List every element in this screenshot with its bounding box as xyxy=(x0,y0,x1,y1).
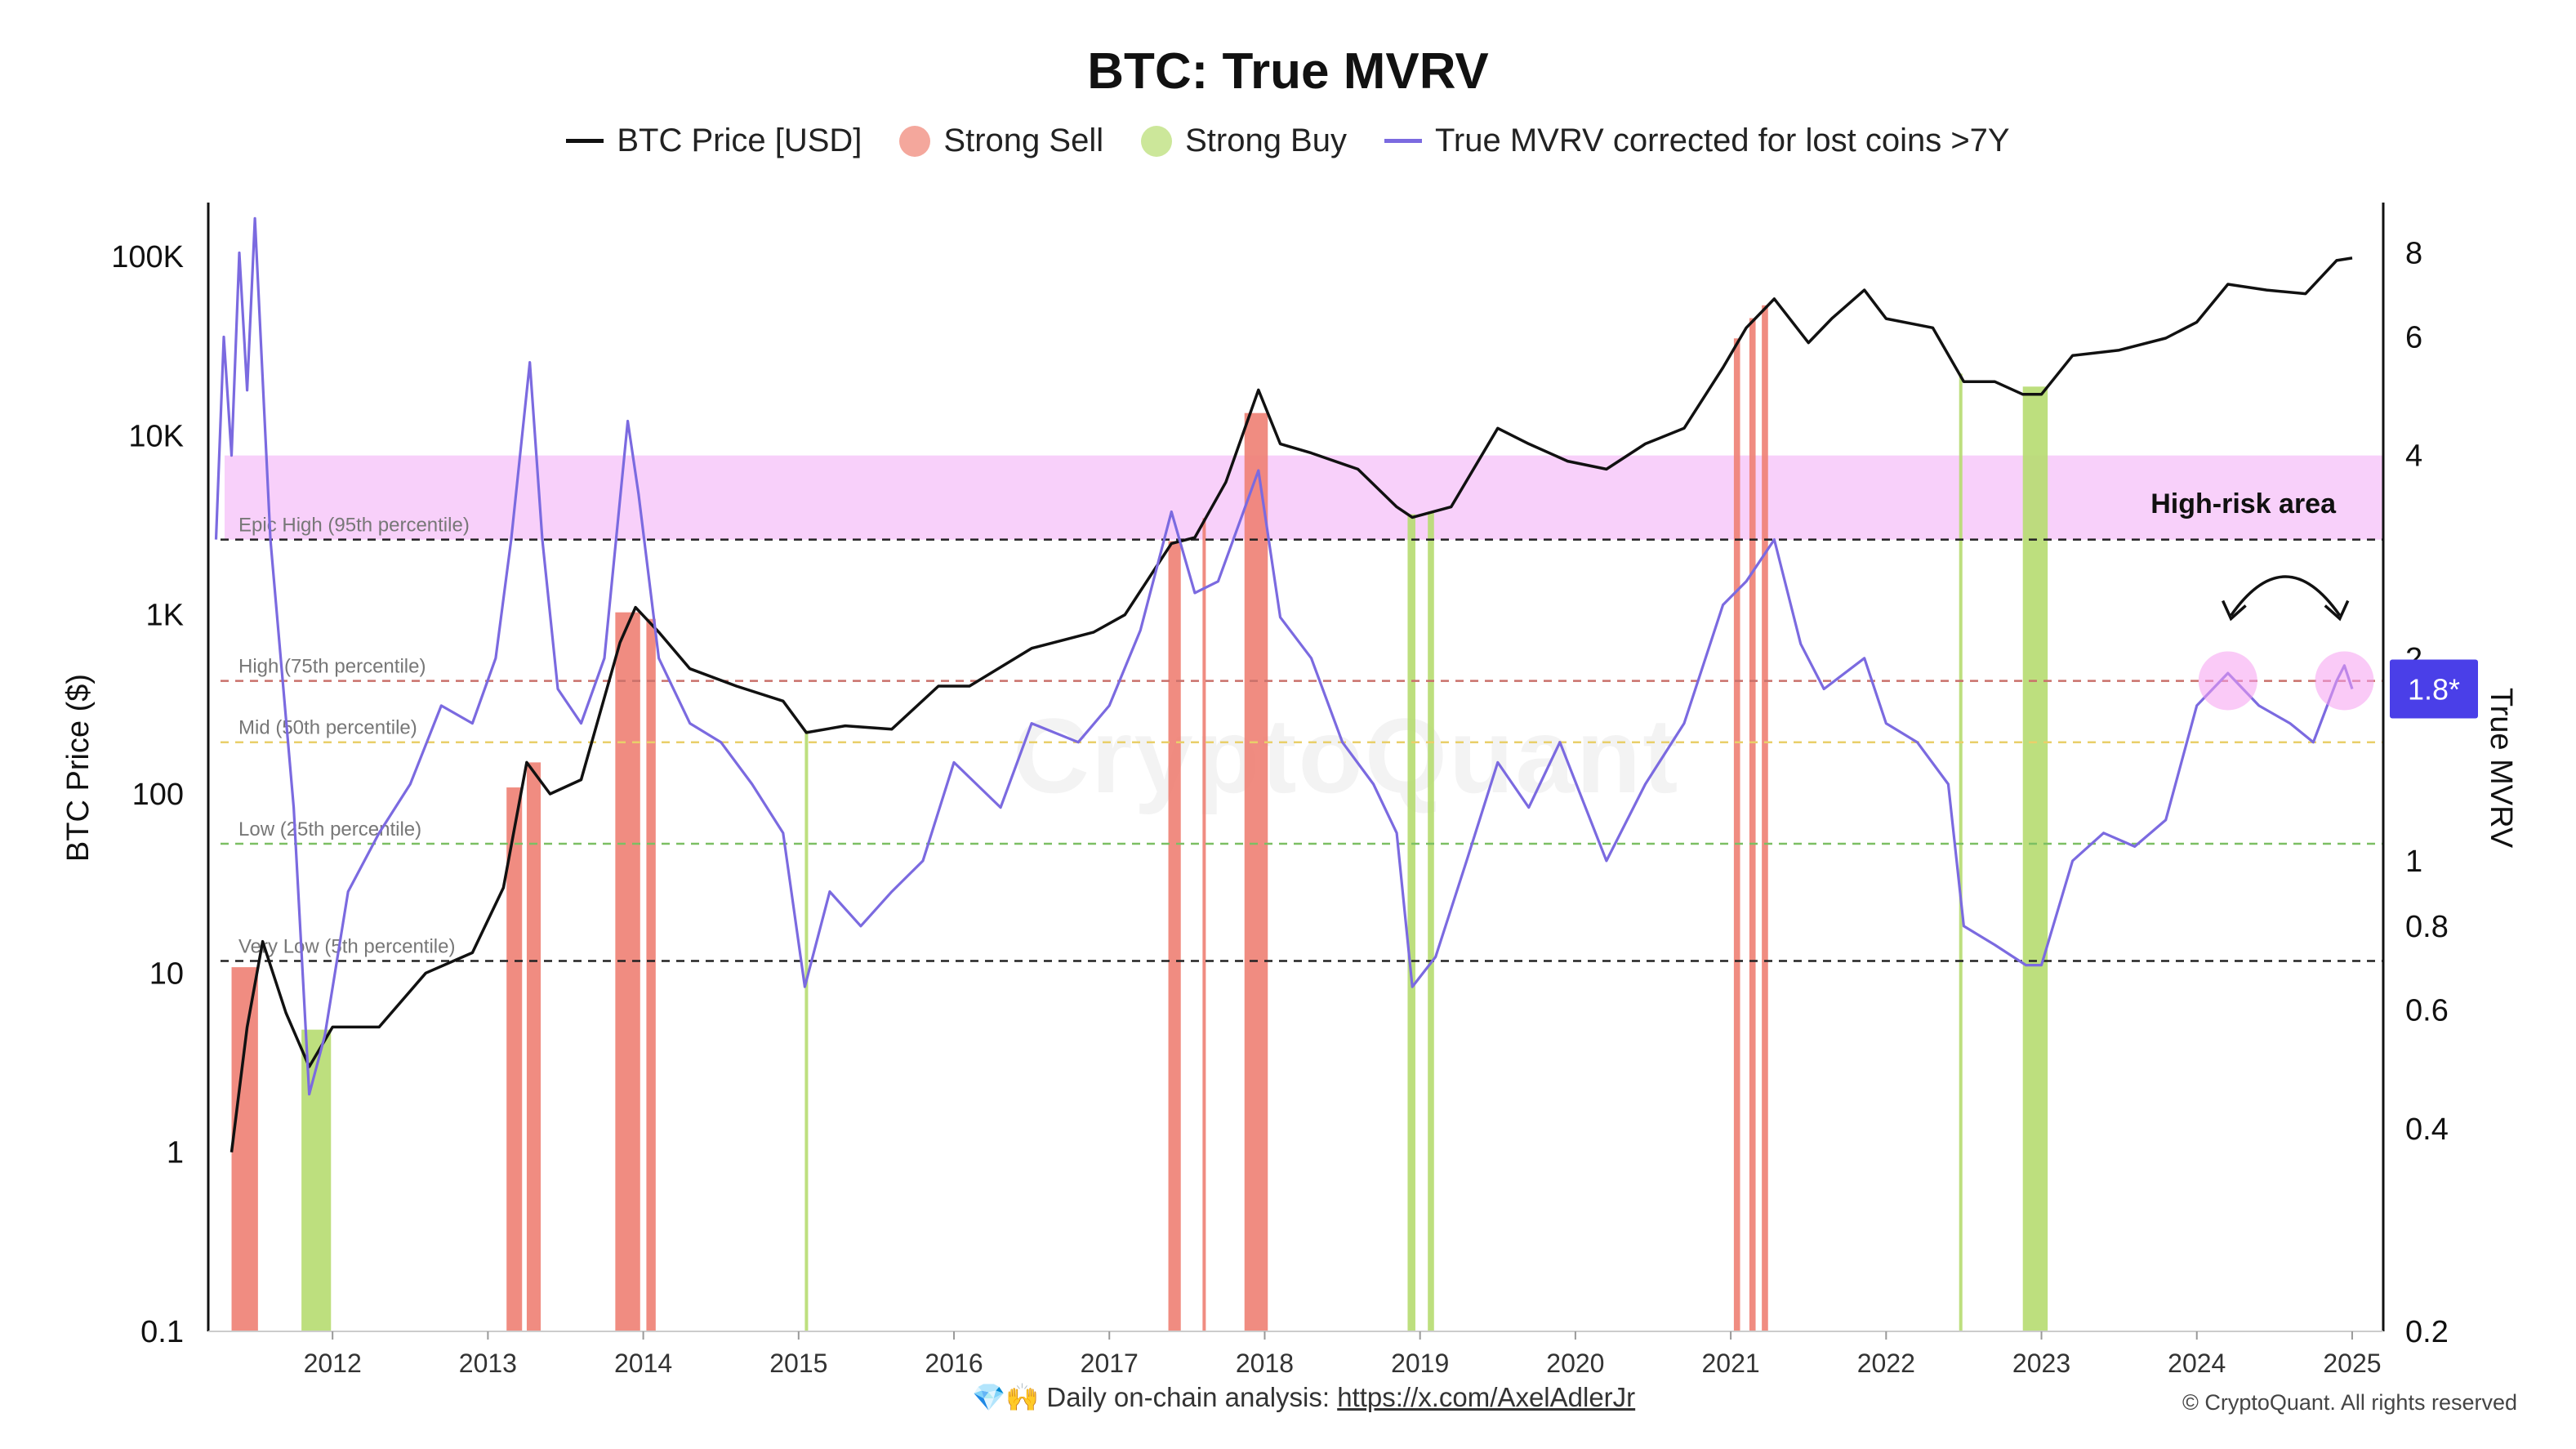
strong-sell-band xyxy=(526,762,541,1331)
legend-label-btc-price: BTC Price [USD] xyxy=(617,123,862,158)
footer-emoji: 💎🙌 xyxy=(972,1382,1040,1412)
footer-text: Daily on-chain analysis: xyxy=(1046,1382,1338,1412)
y-left-tick-label: 100 xyxy=(132,778,184,812)
x-tick-label: 2020 xyxy=(1546,1349,1604,1378)
high-risk-area-label: High-risk area xyxy=(2150,488,2337,519)
x-tick-label: 2019 xyxy=(1391,1349,1449,1378)
y-left-tick-label: 1 xyxy=(167,1136,184,1170)
footer-link[interactable]: https://x.com/AxelAdlerJr xyxy=(1337,1382,1636,1412)
y-left-tick-label: 0.1 xyxy=(140,1315,184,1349)
true-mvrv-line xyxy=(214,216,2354,1096)
legend-swatch-btc-price xyxy=(566,139,604,143)
legend-label-true-mvrv: True MVRV corrected for lost coins >7Y xyxy=(1434,123,2010,158)
legend: BTC Price [USD] Strong Sell Strong Buy T… xyxy=(0,123,2576,159)
watermark: CryptoQuant xyxy=(1013,694,1679,817)
strong-buy-band xyxy=(1428,511,1434,1331)
threshold-label: High (75th percentile) xyxy=(238,656,426,678)
high-risk-area xyxy=(225,455,2383,540)
legend-label-strong-sell: Strong Sell xyxy=(943,123,1104,158)
y-left-axis-label: BTC Price ($) xyxy=(61,674,96,862)
x-tick-label: 2017 xyxy=(1081,1349,1139,1378)
legend-item-btc-price[interactable]: BTC Price [USD] xyxy=(566,123,862,159)
copyright: © CryptoQuant. All rights reserved xyxy=(2182,1390,2517,1415)
legend-swatch-true-mvrv xyxy=(1384,139,1422,143)
y-right-tick-label: 1 xyxy=(2405,845,2422,879)
strong-sell-band xyxy=(615,612,640,1331)
y-right-tick-label: 0.8 xyxy=(2405,910,2449,944)
btc-price-line xyxy=(230,256,2353,1153)
y-left-tick-label: 1K xyxy=(146,599,184,633)
x-tick-label: 2022 xyxy=(1857,1349,1915,1378)
threshold-label: Very Low (5th percentile) xyxy=(238,935,455,957)
strong-sell-band xyxy=(1168,541,1181,1331)
x-tick-label: 2018 xyxy=(1236,1349,1294,1378)
threshold-label: Epic High (95th percentile) xyxy=(238,515,470,537)
strong-sell-band xyxy=(1244,412,1268,1331)
strong-buy-band xyxy=(804,730,809,1331)
threshold-label: Mid (50th percentile) xyxy=(238,717,417,739)
arrow-annotation xyxy=(2230,575,2342,617)
strong-sell-band xyxy=(646,618,656,1331)
y-left-tick-label: 10 xyxy=(149,956,184,991)
x-tick-label: 2025 xyxy=(2323,1349,2381,1378)
strong-sell-band xyxy=(506,787,523,1331)
x-tick-label: 2014 xyxy=(614,1349,672,1378)
current-value-badge-label: 1.8* xyxy=(2408,672,2460,706)
threshold-label: Low (25th percentile) xyxy=(238,818,421,840)
x-tick-label: 2023 xyxy=(2012,1349,2070,1378)
legend-item-strong-buy[interactable]: Strong Buy xyxy=(1141,123,1347,159)
legend-swatch-strong-sell xyxy=(899,125,931,157)
legend-label-strong-buy: Strong Buy xyxy=(1185,123,1347,158)
y-right-tick-label: 4 xyxy=(2405,439,2422,474)
chart-title: BTC: True MVRV xyxy=(1087,43,1489,100)
x-tick-label: 2012 xyxy=(304,1349,362,1378)
y-right-tick-label: 8 xyxy=(2405,237,2422,271)
strong-sell-band xyxy=(1749,318,1756,1332)
x-tick-label: 2015 xyxy=(769,1349,827,1378)
y-left-tick-label: 100K xyxy=(111,240,184,274)
strong-buy-band xyxy=(1959,373,1963,1331)
strong-sell-band xyxy=(1202,518,1206,1331)
x-tick-label: 2013 xyxy=(459,1349,517,1378)
strong-buy-band xyxy=(2022,386,2048,1331)
strong-sell-band xyxy=(1762,305,1768,1332)
strong-buy-band xyxy=(1407,514,1415,1331)
footer-analysis: 💎🙌 Daily on-chain analysis: https://x.co… xyxy=(972,1382,1635,1414)
strong-sell-band xyxy=(1733,338,1740,1331)
peak-highlight-circle xyxy=(2198,651,2257,711)
strong-sell-band xyxy=(231,967,258,1331)
x-tick-label: 2024 xyxy=(2168,1349,2226,1378)
y-right-tick-label: 0.2 xyxy=(2405,1315,2449,1349)
strong-buy-band xyxy=(301,1029,332,1331)
peak-highlight-circle xyxy=(2315,651,2374,711)
legend-item-strong-sell[interactable]: Strong Sell xyxy=(899,123,1103,159)
y-right-tick-label: 0.4 xyxy=(2405,1112,2449,1147)
legend-item-true-mvrv[interactable]: True MVRV corrected for lost coins >7Y xyxy=(1384,123,2010,159)
arrow-head-icon xyxy=(2324,600,2350,622)
y-right-tick-label: 6 xyxy=(2405,320,2422,354)
y-left-tick-label: 10K xyxy=(128,419,184,453)
y-right-axis-label: True MVRV xyxy=(2484,688,2518,849)
current-value-badge xyxy=(2390,659,2478,719)
x-tick-label: 2021 xyxy=(1702,1349,1760,1378)
arrow-head-icon xyxy=(2221,600,2247,622)
y-right-tick-label: 0.6 xyxy=(2405,994,2449,1028)
legend-swatch-strong-buy xyxy=(1141,125,1173,157)
x-tick-label: 2016 xyxy=(925,1349,983,1378)
